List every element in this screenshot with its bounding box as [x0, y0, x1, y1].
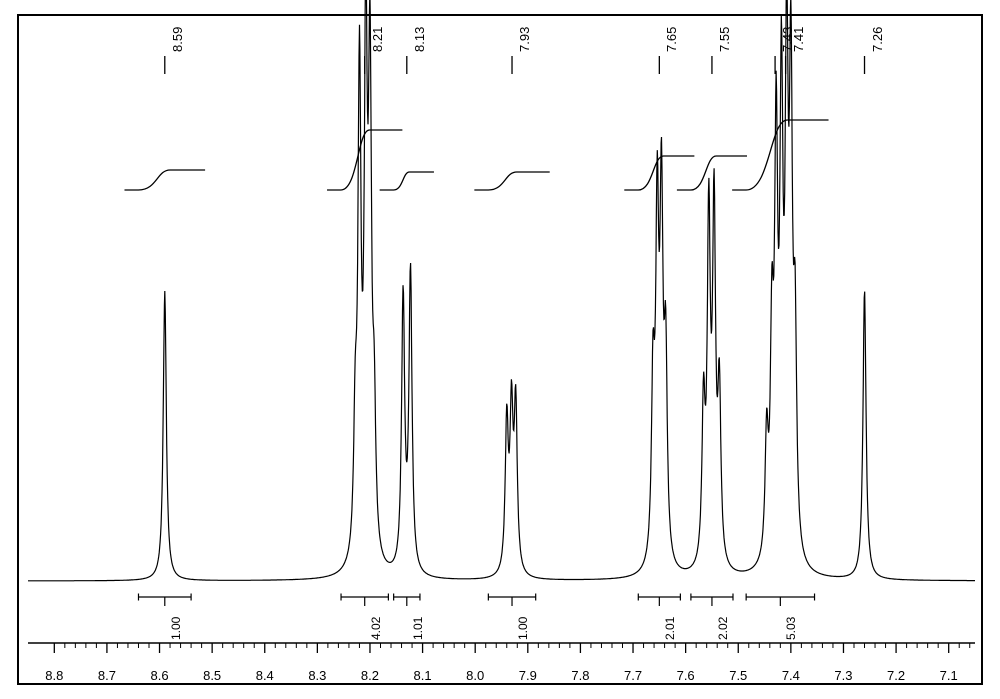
xaxis-tick-label: 7.1: [940, 668, 958, 683]
peak-ppm-label: 8.21: [370, 27, 385, 52]
nmr-spectrum: 8.8 8.7 8.6 8.5 8.4 8.3 8.2 8.1 8.0 7.9 7.8 7.7 7.6 7…: [0, 0, 1000, 699]
xaxis-tick-label: 8.8: [45, 668, 63, 683]
integral-value-label: 5.03: [784, 617, 798, 640]
peak-ppm-label: 7.55: [717, 27, 732, 52]
xaxis-tick-label: 7.7: [624, 668, 642, 683]
integral-value-label: 2.01: [663, 617, 677, 640]
xaxis-tick-label: 7.4: [782, 668, 800, 683]
peak-ppm-label: 7.41: [791, 27, 806, 52]
xaxis-tick-label: 8.0: [466, 668, 484, 683]
integral-value-label: 4.02: [369, 617, 383, 640]
integral-curve: [677, 156, 747, 190]
xaxis-tick-label: 7.2: [887, 668, 905, 683]
integral-curve: [380, 172, 434, 190]
xaxis-tick-label: 8.3: [308, 668, 326, 683]
xaxis-tick-label: 8.7: [98, 668, 116, 683]
integral-curve: [624, 156, 694, 190]
xaxis-tick-label: 7.5: [729, 668, 747, 683]
xaxis-tick-label: 7.9: [519, 668, 537, 683]
integral-value-label: 1.01: [411, 617, 425, 640]
xaxis-tick-label: 8.1: [414, 668, 432, 683]
peak-ppm-label: 8.59: [170, 27, 185, 52]
xaxis-tick-label: 8.6: [150, 668, 168, 683]
integral-value-label: 2.02: [716, 617, 730, 640]
integral-curve: [124, 170, 205, 190]
peak-ppm-label: 7.26: [870, 27, 885, 52]
integral-value-label: 1.00: [516, 617, 530, 640]
spectrum-trace: [28, 0, 975, 581]
xaxis-tick-label: 7.6: [677, 668, 695, 683]
integral-value-label: 1.00: [169, 617, 183, 640]
peak-ppm-label: 8.13: [412, 27, 427, 52]
xaxis-tick-label: 8.2: [361, 668, 379, 683]
spectrum-svg: [0, 0, 1000, 699]
integral-curve: [474, 172, 549, 190]
peak-ppm-label: 7.93: [517, 27, 532, 52]
xaxis-tick-label: 7.8: [571, 668, 589, 683]
xaxis-tick-label: 8.4: [256, 668, 274, 683]
peak-ppm-label: 7.65: [664, 27, 679, 52]
xaxis-tick-label: 8.5: [203, 668, 221, 683]
xaxis-tick-label: 7.3: [834, 668, 852, 683]
